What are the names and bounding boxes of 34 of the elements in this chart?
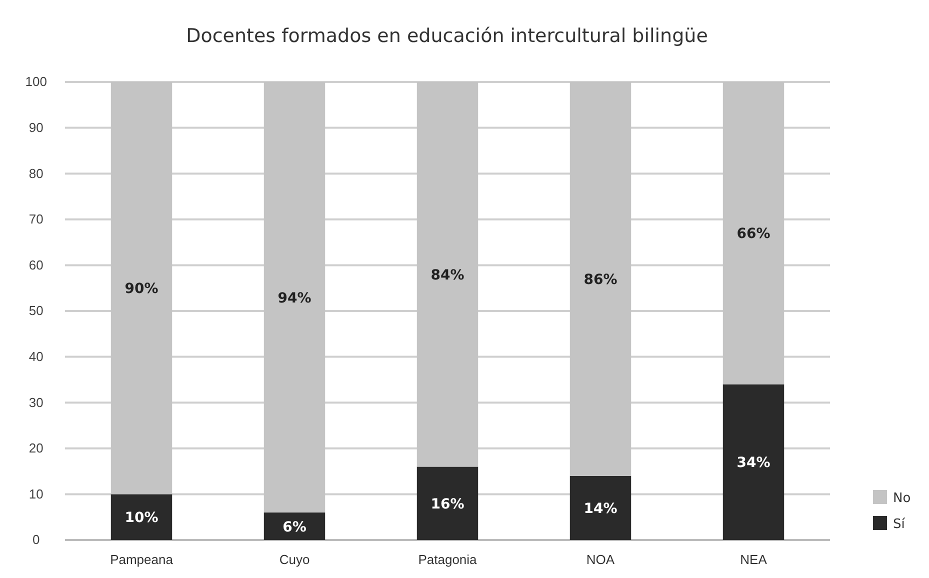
bar: [570, 476, 632, 540]
data-label: 94%: [278, 290, 312, 306]
legend-label: No: [893, 491, 911, 506]
x-tick-label: NOA: [586, 552, 615, 567]
data-label: 34%: [736, 455, 770, 472]
y-tick-label: 0: [32, 532, 40, 548]
y-tick-label: 80: [28, 166, 44, 181]
y-tick-label: 30: [28, 394, 44, 410]
bar: [110, 494, 172, 540]
y-tick-label: 50: [28, 303, 44, 318]
bar: [264, 512, 326, 540]
x-tick-label: Patagonia: [418, 552, 478, 567]
y-tick-label: 70: [28, 212, 44, 227]
y-tick-label: 90: [28, 120, 44, 135]
bar: [722, 384, 784, 540]
data-label: 10%: [124, 510, 158, 526]
data-label: 16%: [430, 496, 464, 512]
data-label: 84%: [430, 267, 464, 284]
y-tick-label: 10: [28, 486, 44, 502]
data-label: 66%: [736, 226, 770, 242]
x-tick-label: NEA: [740, 552, 768, 567]
x-tick-label: Pampeana: [110, 552, 174, 567]
legend-label: Sí: [893, 517, 906, 532]
data-label: 86%: [584, 272, 618, 288]
data-label: 14%: [584, 500, 618, 517]
y-tick-label: 60: [28, 257, 44, 272]
data-label: 6%: [282, 519, 306, 536]
bar: [416, 466, 478, 540]
y-tick-label: 20: [28, 440, 44, 456]
y-tick-label: 100: [25, 74, 47, 90]
x-tick-label: Cuyo: [279, 552, 310, 567]
y-tick-label: 40: [28, 348, 44, 364]
chart-title: Docentes formados en educación intercultural bilingüe: [186, 25, 708, 47]
data-label: 90%: [124, 281, 158, 298]
